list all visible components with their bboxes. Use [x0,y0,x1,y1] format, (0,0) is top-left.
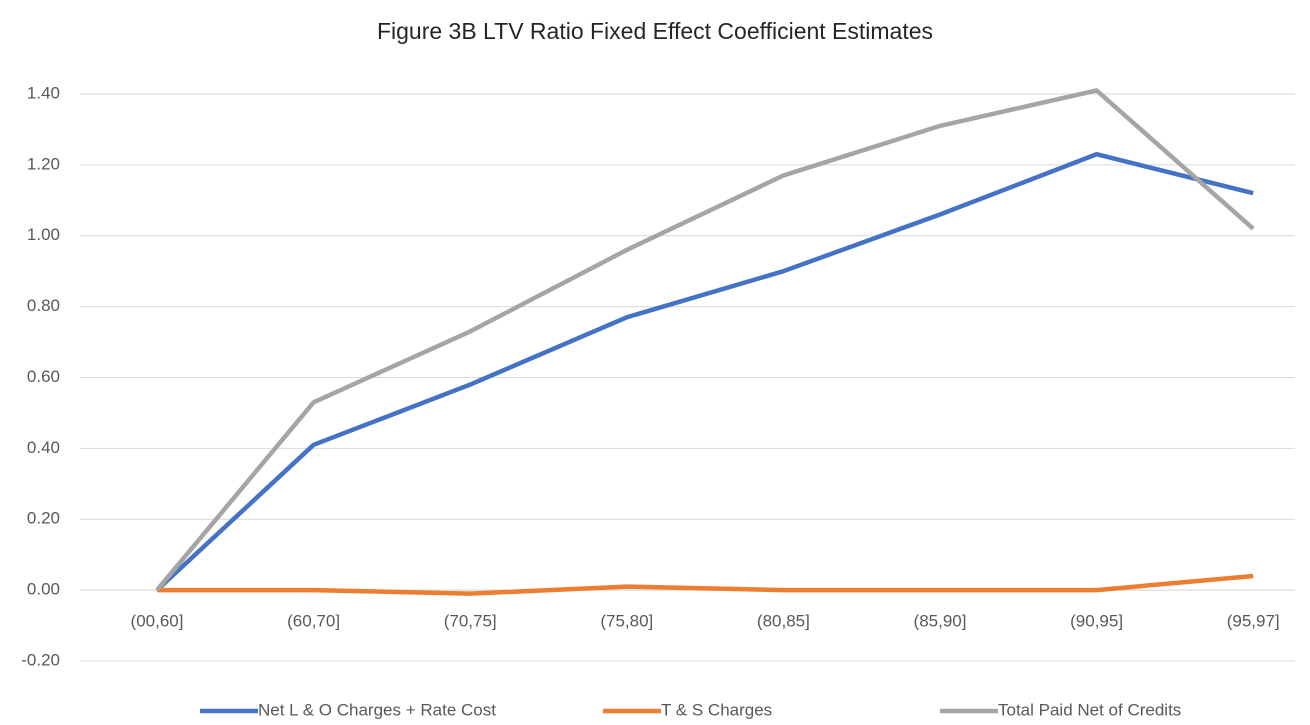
x-tick-label: (60,70] [287,611,340,630]
legend-label: T & S Charges [661,700,772,719]
y-tick-label: 0.60 [27,367,60,386]
x-tick-label: (85,90] [914,611,967,630]
x-tick-label: (80,85] [757,611,810,630]
y-tick-label: 1.00 [27,225,60,244]
y-tick-label: 0.80 [27,296,60,315]
y-tick-label: 1.40 [27,83,60,102]
y-tick-label: -0.20 [21,650,60,669]
legend-label: Total Paid Net of Credits [998,700,1181,719]
series-line [155,151,1254,592]
legend-label: Net L & O Charges + Rate Cost [258,700,496,719]
x-tick-label: (70,75] [444,611,497,630]
y-tick-label: 0.00 [27,580,60,599]
x-tick-label: (90,95] [1070,611,1123,630]
series-line [157,573,1254,596]
x-tick-label: (00,60] [131,611,184,630]
y-tick-label: 0.40 [27,438,60,457]
chart-title: Figure 3B LTV Ratio Fixed Effect Coeffic… [377,18,933,44]
x-tick-label: (75,80] [600,611,653,630]
x-tick-label: (95,97] [1227,611,1280,630]
y-tick-label: 1.20 [27,154,60,173]
y-tick-label: 0.20 [27,509,60,528]
series-line [155,88,1255,592]
